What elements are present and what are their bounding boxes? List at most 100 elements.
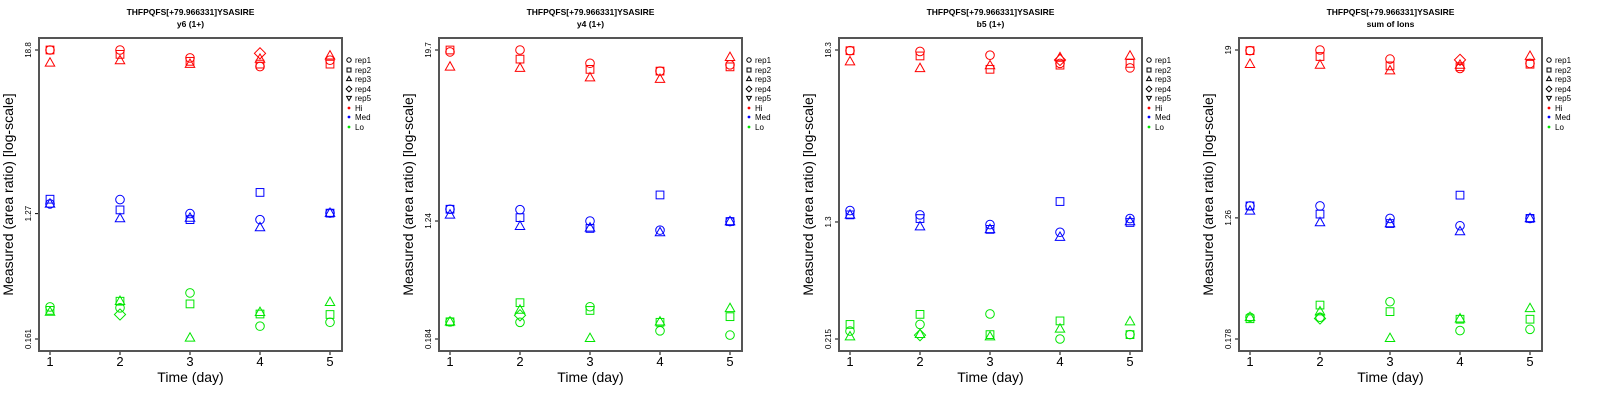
panel-title: THFPQFS[+79.966331]YSASIRE [1327,7,1455,17]
legend-hi-label: Hi [1155,104,1163,113]
x-tick-label: 4 [656,354,663,369]
data-point-lo-rep1 [915,319,925,330]
x-tick-label: 2 [116,354,123,369]
data-point-med-rep2 [1245,201,1255,211]
data-point-lo-rep3 [1454,312,1466,323]
data-point-med-rep3 [584,221,596,232]
data-point-lo-rep3 [984,330,996,341]
x-tick-label: 3 [186,354,193,369]
data-point-lo-rep2 [1525,314,1535,324]
x-tick-label: 3 [1386,354,1393,369]
data-point-med-rep1 [1455,220,1465,231]
data-point-lo-rep2 [845,320,855,329]
legend-rep5-icon [745,95,753,102]
legend-rep1-icon [1546,57,1552,63]
data-point-hi-rep1 [915,46,925,57]
legend-rep4-icon [1545,85,1553,93]
data-point-lo-rep4 [913,328,927,342]
x-tick-label: 4 [256,354,263,369]
data-point-med-rep3 [184,211,196,222]
legend-med-label: Med [755,113,771,122]
data-point-med-rep2 [655,190,665,200]
legend-rep4-icon [1145,85,1153,93]
data-point-hi-rep2 [655,66,665,76]
data-point-hi-rep3 [324,49,336,60]
x-axis-label: Time (day) [557,369,623,385]
data-point-hi-rep2 [1245,46,1255,56]
data-point-lo-rep1 [115,303,125,313]
data-point-hi-rep4 [1053,53,1067,67]
data-point-lo-rep3 [584,332,596,343]
data-point-med-rep3 [984,223,996,234]
data-point-lo-rep2 [515,298,525,308]
legend-hi-dot-icon [1547,106,1551,110]
legend-rep4-label: rep4 [355,85,372,94]
data-point-hi-rep3 [1384,64,1396,75]
data-point-med-rep2 [1385,219,1395,228]
data-point-med-rep2 [45,194,55,204]
data-point-lo-rep1 [255,321,265,331]
data-point-lo-rep1 [1525,324,1535,335]
data-point-med-rep1 [115,194,125,205]
panel-title: THFPQFS[+79.966331]YSASIRE [927,7,1055,17]
data-point-med-rep2 [325,208,335,218]
legend-rep1-label: rep1 [755,56,772,65]
panel-title: THFPQFS[+79.966331]YSASIRE [127,7,255,17]
data-point-lo-rep3 [254,306,266,317]
legend-rep1-icon [1146,57,1152,63]
data-point-hi-rep2 [1385,61,1395,71]
legend-rep2-icon [346,67,352,73]
data-point-med-rep1 [985,219,995,230]
data-point-lo-rep2 [915,309,925,319]
plot-panel: THFPQFS[+79.966331]YSASIRE sum of Ions Mea… [1200,7,1572,385]
data-point-hi-rep2 [255,59,265,69]
legend-hi-dot-icon [747,106,751,110]
data-point-lo-rep3 [1314,305,1326,316]
x-tick-label: 2 [916,354,923,369]
x-tick-label: 4 [1456,354,1463,369]
panel-subtitle: y4 (1+) [577,19,604,29]
data-point-hi-rep1 [255,61,265,72]
data-point-lo-rep3 [444,315,456,326]
data-point-hi-rep3 [44,56,56,67]
legend-med-dot-icon [1147,115,1151,119]
legend-rep3-icon [1145,75,1153,82]
data-point-lo-rep1 [1315,312,1325,323]
legend-rep1-icon [346,57,352,63]
x-tick-label: 1 [446,354,453,369]
x-axis-label: Time (day) [157,369,223,385]
data-point-med-rep2 [1455,190,1465,200]
data-point-hi-rep1 [1125,63,1135,73]
x-tick-label: 3 [586,354,593,369]
data-point-lo-rep2 [585,306,595,315]
data-point-lo-rep2 [115,296,125,306]
data-point-lo-rep1 [325,317,335,328]
data-point-lo-rep2 [725,312,735,322]
legend-rep1-label: rep1 [1555,56,1572,65]
data-point-lo-rep2 [1315,300,1325,310]
data-point-hi-rep2 [1525,59,1535,69]
legend-lo-dot-icon [1547,125,1551,129]
data-point-med-rep3 [44,197,56,208]
legend-rep3-label: rep3 [755,75,772,84]
data-point-hi-rep3 [114,54,126,65]
data-point-hi-rep1 [445,47,455,57]
y-tick-label: 19 [1224,45,1233,54]
data-point-lo-rep2 [1385,307,1395,317]
legend-hi-dot-icon [347,106,351,110]
data-point-med-rep2 [585,224,595,233]
data-point-hi-rep3 [844,55,856,66]
data-point-med-rep3 [654,226,666,237]
data-point-med-rep2 [255,188,265,197]
y-tick-label: 19.7 [424,42,433,58]
data-point-hi-rep3 [984,59,996,70]
x-tick-label: 3 [986,354,993,369]
legend-lo-label: Lo [755,123,764,132]
data-point-med-rep3 [514,220,526,230]
data-point-lo-rep1 [515,317,525,328]
data-point-med-rep1 [585,216,595,226]
legend-rep4-label: rep4 [1155,85,1172,94]
legend-rep1-label: rep1 [355,56,372,65]
